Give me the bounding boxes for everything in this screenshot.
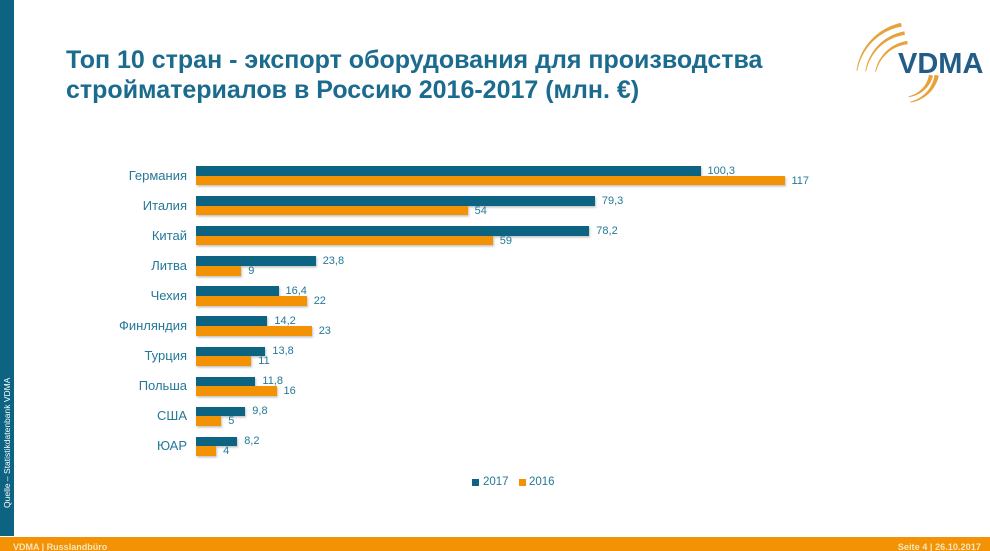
svg-text:VDMA: VDMA xyxy=(898,48,983,80)
